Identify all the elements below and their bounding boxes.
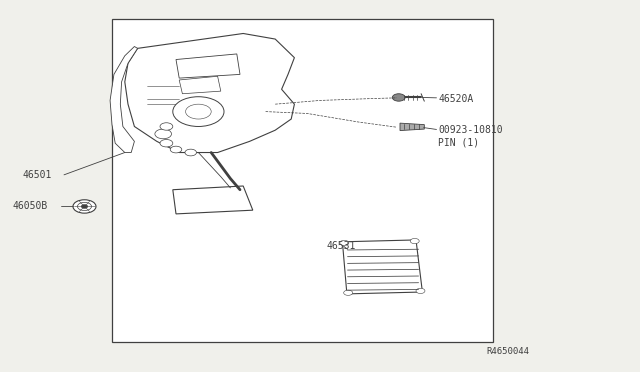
- Circle shape: [173, 97, 224, 126]
- Text: 46501: 46501: [22, 170, 52, 180]
- Circle shape: [185, 149, 196, 156]
- Bar: [112, 19, 493, 342]
- Circle shape: [416, 288, 425, 294]
- Circle shape: [170, 146, 182, 153]
- Circle shape: [392, 94, 405, 101]
- Circle shape: [81, 205, 88, 208]
- Circle shape: [160, 140, 173, 147]
- Polygon shape: [179, 76, 221, 94]
- Text: PIN (1): PIN (1): [438, 138, 479, 147]
- Text: 46520A: 46520A: [438, 94, 474, 103]
- Circle shape: [73, 200, 96, 213]
- Circle shape: [77, 202, 92, 211]
- Polygon shape: [110, 46, 138, 153]
- Polygon shape: [342, 240, 422, 294]
- Polygon shape: [125, 33, 294, 153]
- Circle shape: [160, 123, 173, 130]
- Circle shape: [155, 129, 172, 139]
- Text: 46050B: 46050B: [13, 202, 48, 211]
- Circle shape: [410, 238, 419, 244]
- Polygon shape: [400, 123, 424, 131]
- Circle shape: [186, 104, 211, 119]
- Circle shape: [344, 290, 353, 295]
- Text: R4650044: R4650044: [486, 347, 529, 356]
- Circle shape: [340, 240, 349, 246]
- Polygon shape: [176, 54, 240, 78]
- Polygon shape: [173, 186, 253, 214]
- Text: 46531: 46531: [326, 241, 356, 250]
- Text: 00923-10810: 00923-10810: [438, 125, 503, 135]
